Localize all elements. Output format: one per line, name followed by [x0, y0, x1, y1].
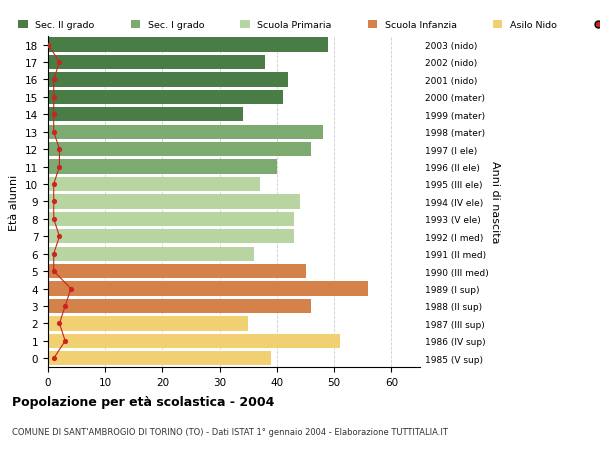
Point	[55, 233, 64, 241]
Bar	[48, 90, 283, 105]
Bar	[48, 230, 294, 244]
Point	[55, 320, 64, 327]
Bar	[48, 195, 300, 209]
Point	[49, 181, 59, 188]
Bar	[48, 317, 248, 331]
Bar	[48, 56, 265, 70]
Point	[55, 163, 64, 171]
Point	[55, 146, 64, 153]
Bar	[48, 73, 289, 87]
Point	[61, 337, 70, 345]
Bar	[48, 282, 368, 296]
Point	[49, 129, 59, 136]
Point	[49, 112, 59, 119]
Text: Popolazione per età scolastica - 2004: Popolazione per età scolastica - 2004	[12, 395, 274, 408]
Bar	[48, 352, 271, 366]
Y-axis label: Anni di nascita: Anni di nascita	[490, 161, 500, 243]
Bar	[48, 143, 311, 157]
Bar	[48, 212, 294, 226]
Point	[61, 302, 70, 310]
Bar	[48, 160, 277, 174]
Point	[66, 285, 76, 292]
Point	[49, 198, 59, 206]
Bar	[48, 334, 340, 348]
Point	[43, 42, 53, 49]
Point	[49, 268, 59, 275]
Bar	[48, 247, 254, 261]
Point	[49, 94, 59, 101]
Bar	[48, 264, 305, 279]
Bar	[48, 299, 311, 313]
Legend: Sec. II grado, Sec. I grado, Scuola Primaria, Scuola Infanzia, Asilo Nido, Stran: Sec. II grado, Sec. I grado, Scuola Prim…	[18, 21, 600, 30]
Point	[49, 77, 59, 84]
Bar	[48, 178, 260, 192]
Y-axis label: Età alunni: Età alunni	[10, 174, 19, 230]
Bar	[48, 108, 242, 122]
Point	[49, 251, 59, 258]
Point	[55, 59, 64, 67]
Bar	[48, 125, 323, 140]
Bar	[48, 38, 328, 52]
Point	[49, 355, 59, 362]
Text: COMUNE DI SANT'AMBROGIO DI TORINO (TO) - Dati ISTAT 1° gennaio 2004 - Elaborazio: COMUNE DI SANT'AMBROGIO DI TORINO (TO) -…	[12, 427, 448, 436]
Point	[49, 216, 59, 223]
